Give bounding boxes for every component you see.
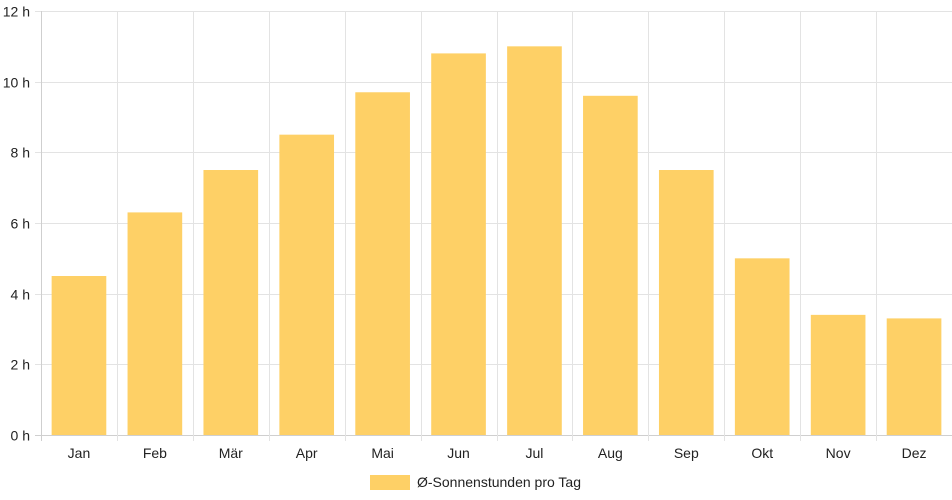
x-tick-label: Apr: [296, 445, 318, 461]
bar-mär[interactable]: [203, 170, 259, 435]
x-tick-label: Aug: [598, 445, 623, 461]
y-tick-label: 10 h: [3, 75, 30, 91]
legend-label[interactable]: Ø-Sonnenstunden pro Tag: [417, 474, 581, 490]
y-tick-label: 4 h: [11, 287, 30, 303]
bar-feb[interactable]: [127, 212, 183, 435]
x-tick-label: Mär: [219, 445, 243, 461]
bar-dez[interactable]: [886, 318, 942, 435]
bar-mai[interactable]: [355, 92, 410, 436]
y-tick-label: 8 h: [11, 145, 30, 161]
bar-apr[interactable]: [279, 134, 335, 435]
x-tick-label: Jun: [447, 445, 470, 461]
legend-swatch[interactable]: [370, 475, 410, 490]
bar-jul[interactable]: [507, 46, 562, 435]
bar-okt[interactable]: [734, 258, 790, 435]
bar-aug[interactable]: [583, 95, 638, 436]
y-tick-label: 0 h: [11, 428, 30, 444]
grid-layer: [35, 11, 952, 441]
bar-jun[interactable]: [431, 53, 486, 436]
y-tick-label: 6 h: [11, 216, 30, 232]
y-tick-label: 2 h: [11, 357, 30, 373]
x-tick-label: Sep: [674, 445, 699, 461]
x-tick-label: Jan: [68, 445, 91, 461]
axis-layer: 0 h 2 h 4 h 6 h 8 h 10 h 12 h Jan Feb Mär Apr Mai Ju…: [3, 4, 927, 462]
legend[interactable]: Ø-Sonnenstunden pro Tag: [370, 474, 581, 490]
y-tick-label: 12 h: [3, 4, 30, 20]
x-tick-label: Jul: [526, 445, 544, 461]
bar-jan[interactable]: [51, 276, 107, 435]
x-tick-label: Okt: [751, 445, 773, 461]
bar-layer: [51, 46, 942, 436]
bar-sep[interactable]: [658, 170, 714, 435]
x-tick-label: Nov: [826, 445, 851, 461]
x-tick-label: Dez: [902, 445, 927, 461]
bar-nov[interactable]: [810, 314, 866, 435]
x-tick-label: Mai: [371, 445, 394, 461]
x-tick-label: Feb: [143, 445, 167, 461]
